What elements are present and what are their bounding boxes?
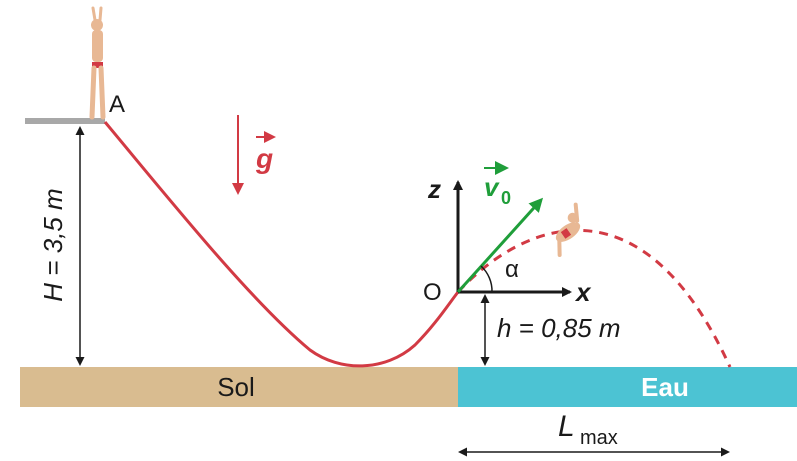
svg-text:g: g <box>255 143 273 174</box>
svg-text:max: max <box>580 427 618 449</box>
water-strip <box>458 367 797 407</box>
length-max-label: L max <box>558 410 618 449</box>
angle-label: α <box>505 256 519 283</box>
svg-text:L: L <box>558 410 575 443</box>
slide-curve <box>103 121 460 368</box>
velocity-label: v 0 <box>484 161 511 208</box>
height-small-label: h = 0,85 m <box>497 313 621 343</box>
diver-standing-icon <box>89 6 106 120</box>
velocity-arrow <box>456 197 544 294</box>
diver-flying-icon <box>555 202 581 257</box>
gravity-label: g <box>255 131 276 174</box>
x-axis-label: x <box>574 277 592 307</box>
angle-arc <box>480 265 493 293</box>
svg-text:0: 0 <box>501 188 511 208</box>
projectile-trajectory <box>456 228 732 368</box>
water-label: Eau <box>641 372 689 402</box>
ground-strip <box>20 367 458 407</box>
point-a-label: A <box>109 91 125 118</box>
diving-platform <box>25 118 105 124</box>
svg-text:v: v <box>484 172 500 202</box>
ground-label: Sol <box>217 372 255 402</box>
z-axis-label: z <box>427 174 441 204</box>
height-big-label: H = 3,5 m <box>38 188 68 301</box>
point-o-label: O <box>423 279 442 306</box>
